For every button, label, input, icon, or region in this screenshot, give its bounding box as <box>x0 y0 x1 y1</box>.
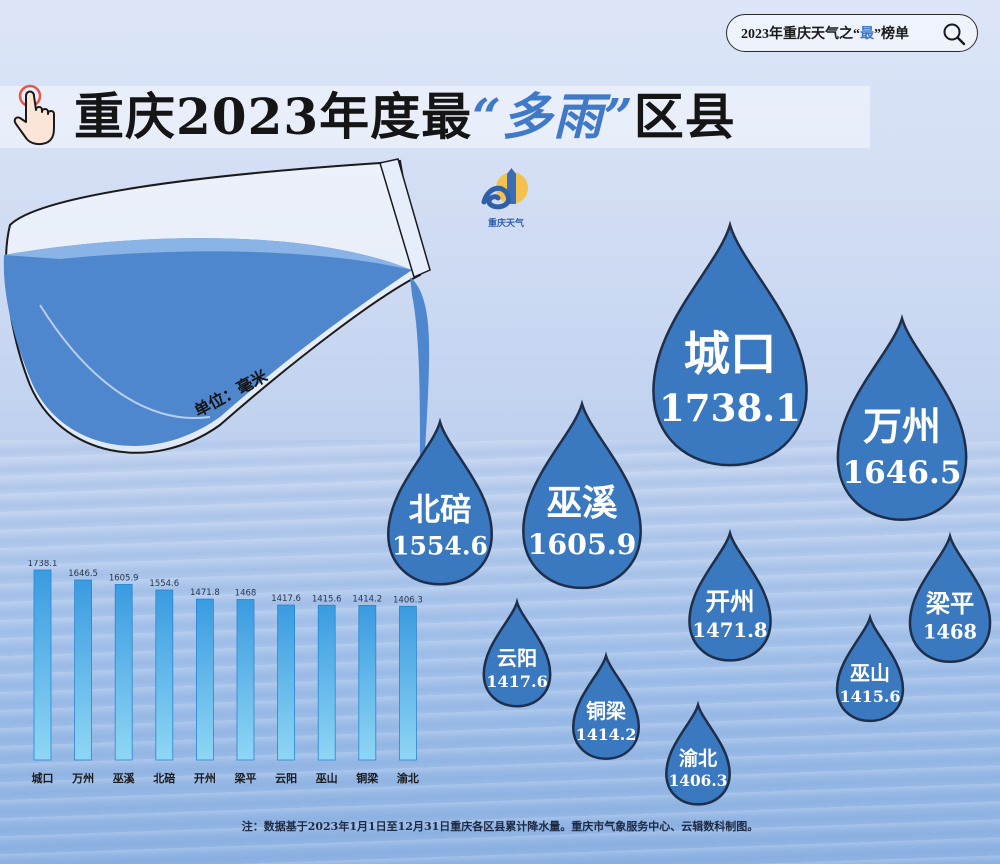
drop-category-label: 梁平 <box>925 589 975 618</box>
footnote: 注：数据基于2023年1月1日至12月31日重庆各区县累计降水量。重庆市气象服务… <box>241 820 759 833</box>
rain-drop-shape <box>522 399 642 590</box>
bar <box>398 605 417 761</box>
rain-drop: 巫山 1415.6 <box>835 613 905 723</box>
bar-category-label: 巫溪 <box>113 771 136 785</box>
rain-drop: 开州 1471.8 <box>688 528 772 662</box>
pill-text-highlight: 最 <box>860 27 874 42</box>
bar-value-label: 1468 <box>235 589 257 599</box>
drop-value-label: 1415.6 <box>839 687 900 706</box>
pointing-hand-icon <box>13 84 55 146</box>
logo-emblem-icon <box>481 168 528 210</box>
rain-drop-shape <box>665 700 731 806</box>
rain-drop-shape <box>482 597 552 708</box>
drop-category-label: 万州 <box>863 405 941 450</box>
rain-drop-shape <box>572 651 640 760</box>
bar-category-label: 铜梁 <box>355 771 379 785</box>
bar <box>277 604 296 761</box>
drop-value-label: 1738.1 <box>659 386 801 430</box>
chongqing-weather-logo: 重庆天气 <box>474 166 538 229</box>
drop-category-label: 巫山 <box>850 661 890 685</box>
drop-value-label: 1646.5 <box>842 455 961 491</box>
rain-drop-shape <box>836 313 968 521</box>
drop-value-label: 1406.3 <box>669 772 728 790</box>
bar-value-label: 1738.1 <box>28 560 58 569</box>
rain-drop-shape <box>688 528 772 662</box>
bar <box>74 579 92 761</box>
drop-category-label: 城口 <box>684 327 777 381</box>
bar-category-label: 梁平 <box>234 771 257 785</box>
bar-category-label: 云阳 <box>275 771 297 785</box>
bar-value-label: 1605.9 <box>109 573 139 583</box>
rainfall-bar-chart: 1738.1 城口 1646.5 万州 1605.9 巫溪 1554.6 北碚 1471.8 开州… <box>28 560 422 785</box>
title-accent: “多雨” <box>472 87 634 146</box>
rain-drop-shape <box>387 417 493 586</box>
bar <box>317 604 336 761</box>
bar-value-label: 1417.6 <box>271 594 301 604</box>
rain-drop-shape <box>835 613 905 723</box>
bar-value-label: 1415.6 <box>312 594 342 604</box>
rain-drop: 城口 1738.1 <box>652 220 808 467</box>
drop-category-label: 开州 <box>705 587 754 616</box>
drop-value-label: 1554.6 <box>392 530 488 560</box>
drop-value-label: 1414.2 <box>576 725 637 744</box>
rain-drop-shape <box>652 220 808 467</box>
ranking-pill[interactable]: 2023年重庆天气之“ 最 ”榜单 <box>726 14 978 52</box>
bar <box>114 584 133 761</box>
title-band <box>0 86 870 148</box>
rain-drop: 云阳 1417.6 <box>482 597 552 708</box>
bar-category-label: 城口 <box>32 771 54 785</box>
drop-category-label: 北碚 <box>409 492 472 528</box>
drop-category-label: 铜梁 <box>586 700 626 723</box>
beaker-illustration <box>3 158 431 473</box>
bar-category-label: 巫山 <box>316 771 338 785</box>
pill-text-pre: 2023年重庆天气之“ <box>741 27 860 42</box>
rain-drop: 铜梁 1414.2 <box>572 651 640 760</box>
drop-value-label: 1471.8 <box>692 619 767 642</box>
bar-value-label: 1471.8 <box>190 588 220 598</box>
drop-value-label: 1417.6 <box>486 672 548 691</box>
drop-value-label: 1605.9 <box>528 527 637 561</box>
bar <box>236 599 255 761</box>
drop-category-label: 云阳 <box>497 646 537 670</box>
bar-value-label: 1414.2 <box>352 594 382 604</box>
bar <box>155 589 174 761</box>
drop-value-label: 1468 <box>923 621 977 644</box>
bar <box>358 605 377 761</box>
rain-drop: 万州 1646.5 <box>836 313 968 521</box>
rain-drop: 梁平 1468 <box>908 531 992 663</box>
rain-drop: 渝北 1406.3 <box>665 700 731 806</box>
rain-drop-shape <box>908 531 992 663</box>
logo-text: 重庆天气 <box>487 219 524 229</box>
bar-value-label: 1406.3 <box>393 595 422 605</box>
bar-value-label: 1646.5 <box>68 569 98 579</box>
page-title: 重庆2023年度最“多雨”区县 <box>74 84 736 150</box>
bar <box>195 598 214 761</box>
bar-category-label: 开州 <box>194 772 216 785</box>
title-main: 重庆2023年度最 <box>74 87 473 146</box>
bar-category-label: 北碚 <box>153 771 175 785</box>
pill-text-post: ”榜单 <box>874 27 909 42</box>
bar-value-label: 1554.6 <box>149 579 179 589</box>
drop-category-label: 渝北 <box>679 747 718 770</box>
title-tail: 区县 <box>633 87 736 146</box>
bar-category-label: 万州 <box>71 772 94 785</box>
search-icon[interactable] <box>941 21 967 47</box>
bar <box>33 569 52 761</box>
drop-category-label: 巫溪 <box>546 483 618 524</box>
bar-category-label: 渝北 <box>397 771 419 785</box>
